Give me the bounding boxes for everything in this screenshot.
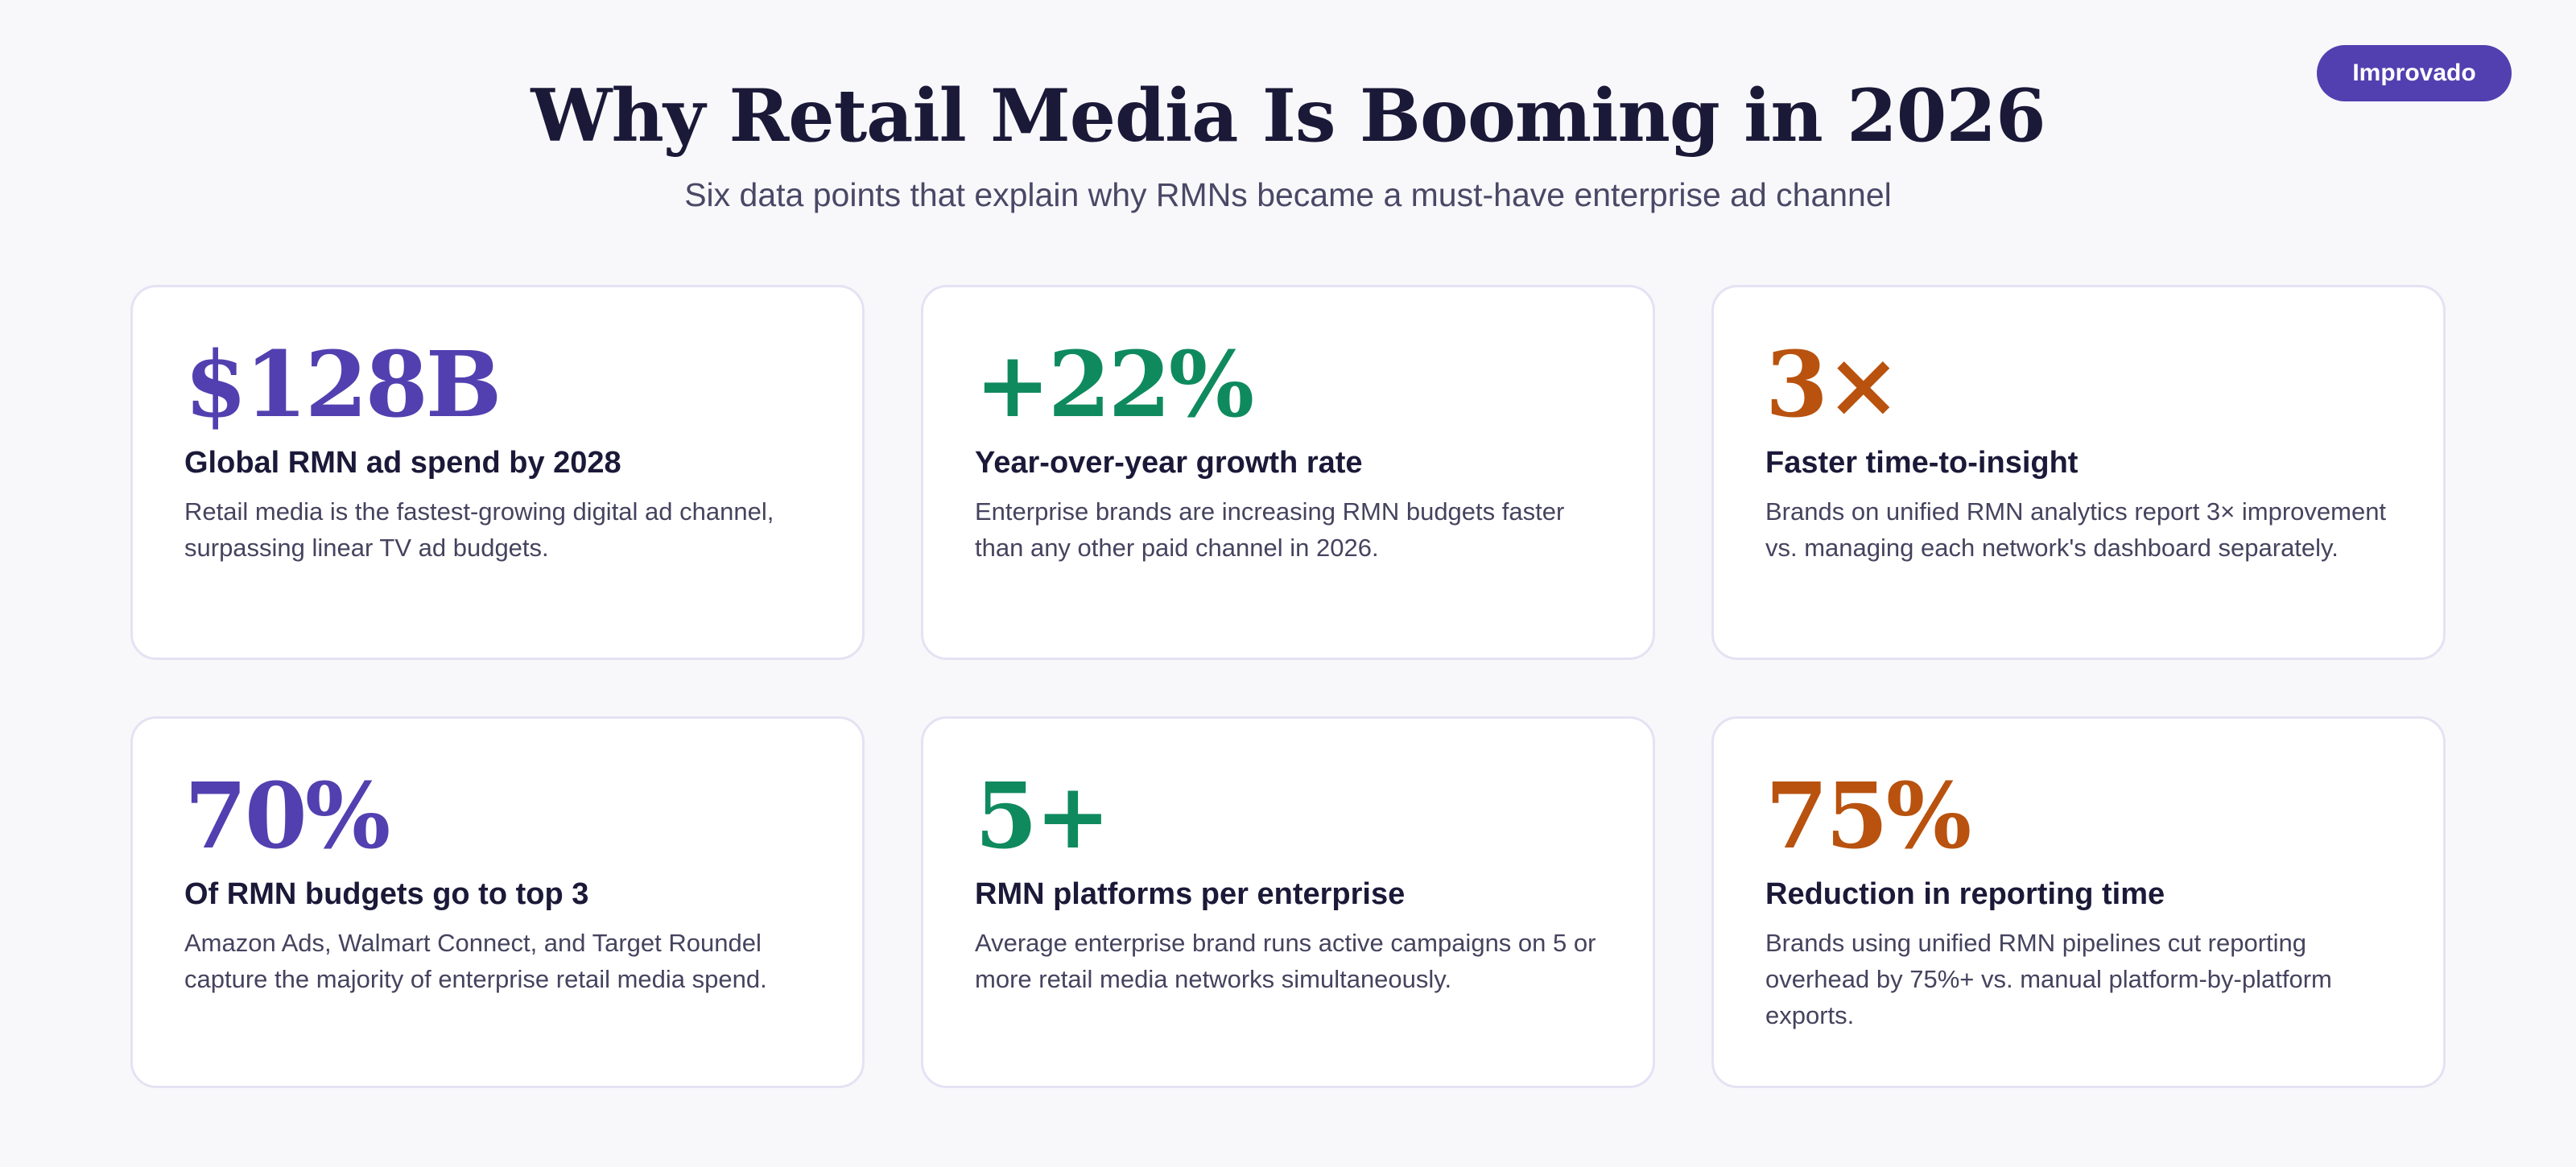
stat-card: 75% Reduction in reporting time Brands u… [1711, 716, 2446, 1088]
stat-title: Global RMN ad spend by 2028 [184, 446, 621, 480]
stat-title: Year-over-year growth rate [975, 446, 1363, 480]
stat-description: Retail media is the fastest-growing digi… [184, 497, 774, 562]
stat-card: 5+ RMN platforms per enterprise Average … [921, 716, 1655, 1088]
stat-description: Brands using unified RMN pipelines cut r… [1765, 929, 2332, 1029]
stat-description: Average enterprise brand runs active cam… [975, 929, 1596, 993]
stat-description: Brands on unified RMN analytics report 3… [1765, 497, 2387, 562]
stat-description: Amazon Ads, Walmart Connect, and Target … [184, 929, 767, 993]
stat-value: 70% [184, 764, 390, 869]
stats-grid: $128B Global RMN ad spend by 2028 Retail… [130, 285, 2446, 1088]
stat-title: Faster time-to-insight [1765, 446, 2079, 480]
stat-description: Enterprise brands are increasing RMN bud… [975, 497, 1565, 562]
stat-card: $128B Global RMN ad spend by 2028 Retail… [130, 285, 865, 660]
page-title: Why Retail Media Is Booming in 2026 [530, 73, 2046, 159]
stat-value: $128B [184, 332, 502, 438]
improvado-badge[interactable]: Improvado [2317, 45, 2512, 101]
stat-card: 70% Of RMN budgets go to top 3 Amazon Ad… [130, 716, 865, 1088]
stat-title: RMN platforms per enterprise [975, 877, 1406, 911]
stat-card: 3× Faster time-to-insight Brands on unif… [1711, 285, 2446, 660]
stat-title: Reduction in reporting time [1765, 877, 2165, 911]
stat-card: +22% Year-over-year growth rate Enterpri… [921, 285, 1655, 660]
stat-value: +22% [975, 332, 1254, 438]
stat-value: 75% [1765, 764, 1971, 869]
page-subtitle: Six data points that explain why RMNs be… [684, 176, 1892, 213]
page-header: Why Retail Media Is Booming in 2026 Six … [0, 68, 2576, 219]
stat-title: Of RMN budgets go to top 3 [184, 877, 589, 911]
stat-value: 3× [1765, 332, 1901, 438]
stat-value: 5+ [975, 764, 1111, 869]
